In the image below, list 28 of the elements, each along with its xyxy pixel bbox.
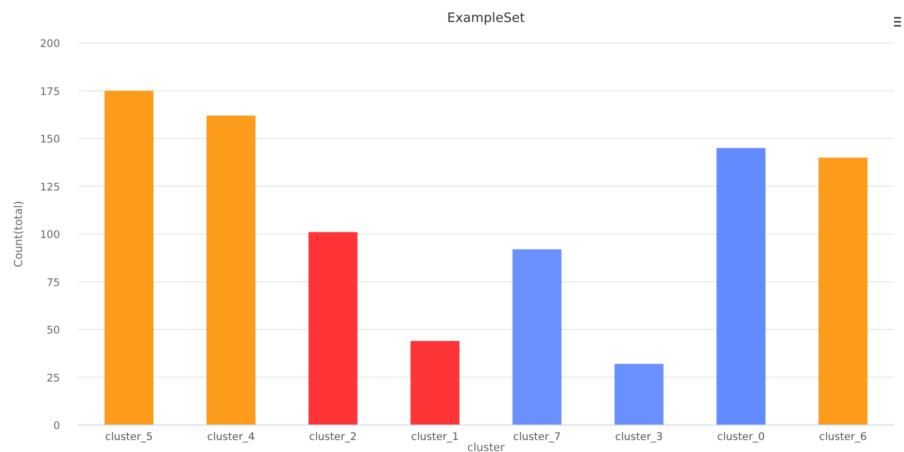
y-tick-label: 175: [40, 86, 60, 98]
x-axis-title: cluster: [467, 441, 506, 452]
bar: [512, 249, 562, 425]
y-tick-label: 75: [46, 276, 60, 289]
y-tick-label: 0: [53, 420, 60, 432]
x-tick-label: cluster_6: [819, 431, 868, 443]
y-tick-label: 200: [40, 38, 60, 50]
y-tick-label: 125: [40, 181, 60, 194]
chart-title: ExampleSet: [447, 11, 525, 26]
y-tick-label: 100: [40, 229, 60, 241]
bar: [410, 340, 460, 425]
y-axis-title: Count(total): [12, 200, 25, 268]
y-tick-label: 50: [46, 324, 60, 336]
x-tick-label: cluster_0: [717, 431, 765, 443]
bar: [104, 90, 154, 425]
bar: [614, 364, 664, 425]
bar: [206, 116, 256, 425]
x-tick-label: cluster_3: [615, 431, 663, 443]
y-tick-label: 25: [46, 372, 60, 384]
x-tick-label: cluster_1: [411, 431, 459, 443]
bar: [716, 148, 766, 425]
x-tick-label: cluster_4: [207, 431, 256, 443]
x-tick-label: cluster_2: [309, 431, 357, 443]
y-tick-label: 150: [40, 134, 60, 146]
bar: [818, 158, 868, 425]
x-tick-label: cluster_7: [513, 431, 561, 443]
bar: [308, 232, 358, 425]
x-tick-label: cluster_5: [105, 431, 153, 443]
